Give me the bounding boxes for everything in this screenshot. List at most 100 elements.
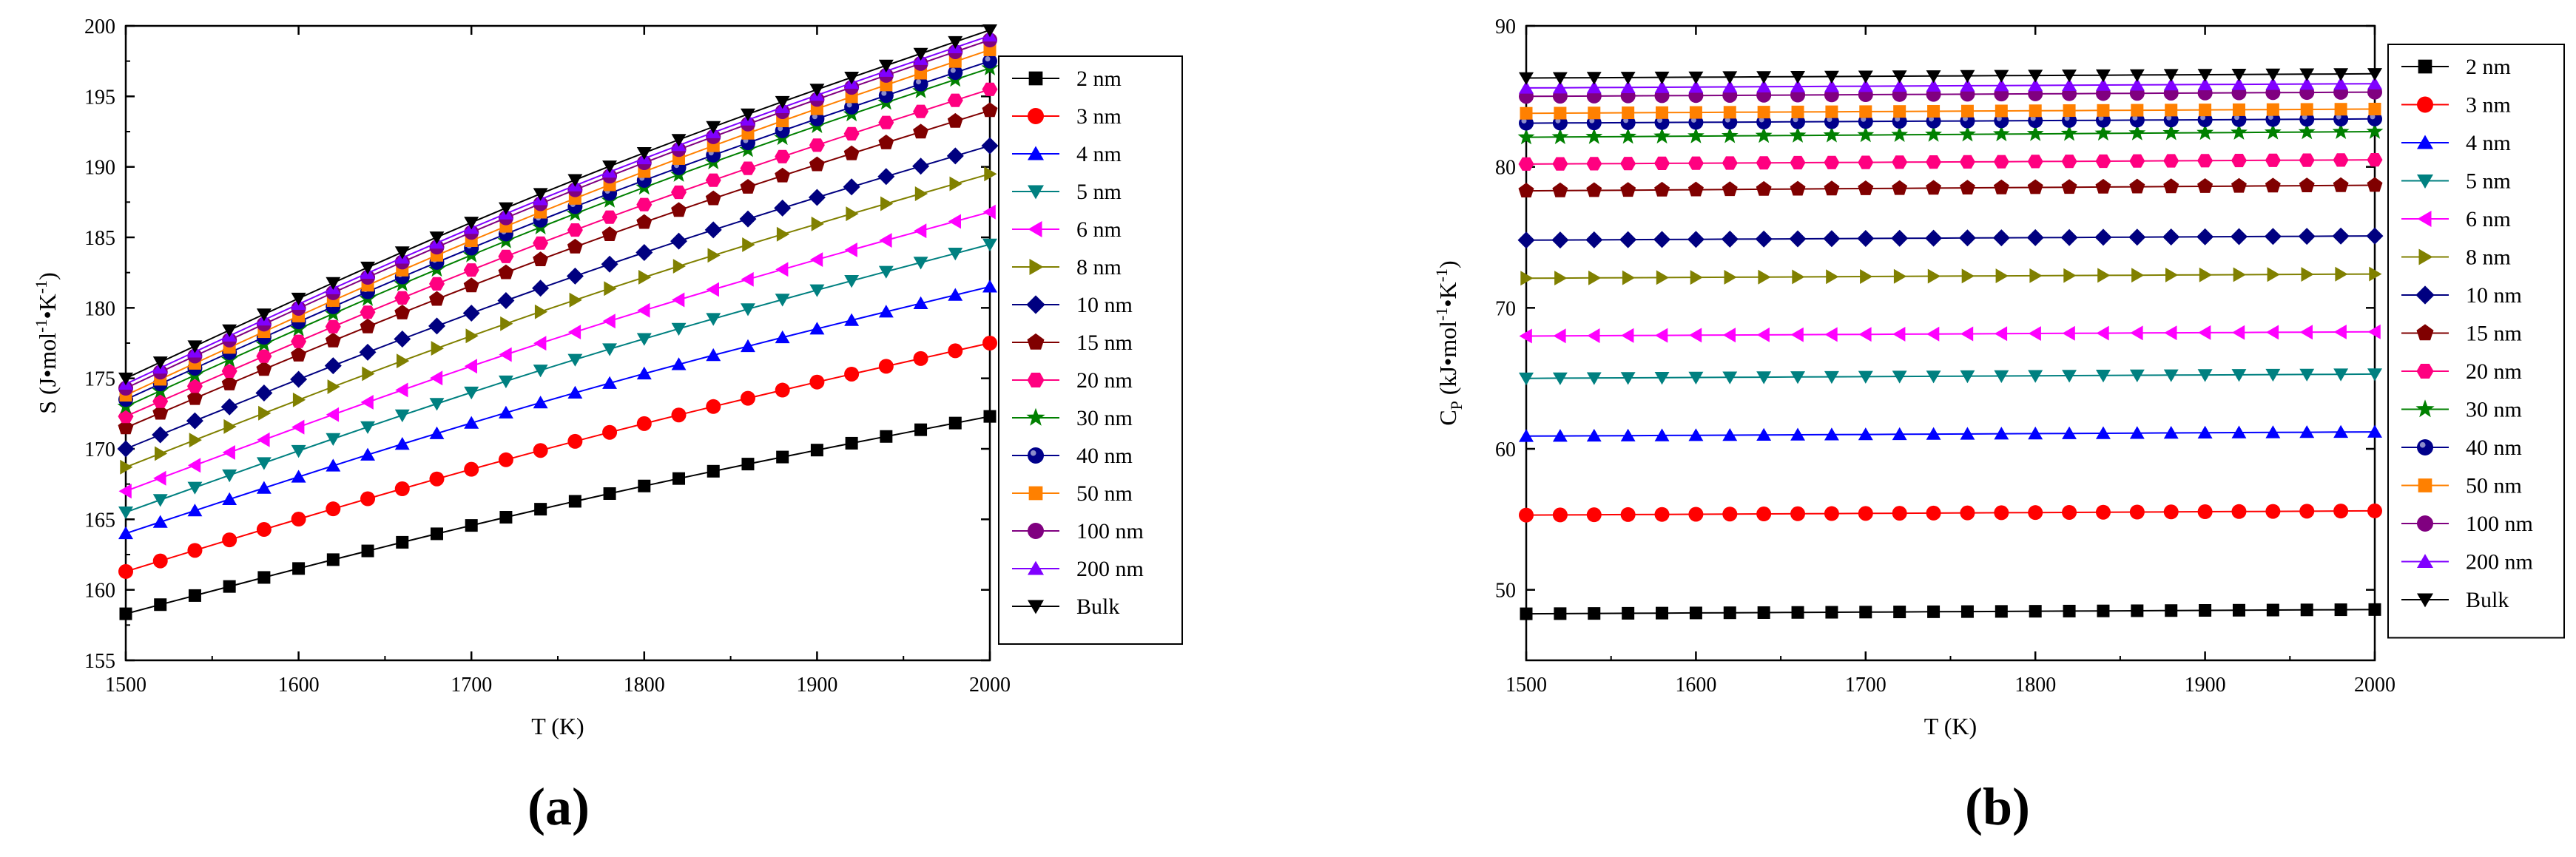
data-point [1823, 230, 1841, 248]
y-tick-label: 160 [84, 580, 115, 603]
data-point [636, 214, 653, 229]
y-tick-label: 185 [84, 227, 115, 250]
data-point [2129, 426, 2145, 439]
data-point [118, 484, 132, 499]
legend-label: 5 nm [1076, 180, 1122, 204]
data-point [1552, 507, 1568, 523]
data-point [2333, 76, 2349, 90]
legend: 2 nm 3 nm 4 nm 5 nm 6 nm 8 nm 10 nm 15 nm 20 nm 3… [998, 55, 1183, 645]
data-point [1552, 429, 1568, 442]
data-point [1653, 127, 1670, 144]
data-point [2131, 104, 2144, 117]
data-point [636, 366, 652, 380]
data-point [1519, 372, 1534, 386]
data-point [1587, 328, 1600, 343]
data-point [1756, 427, 1772, 441]
panel-a-chart: 1500 1600 1700 1800 1900 2000 155 160 165 170 175 1… [32, 16, 1183, 739]
legend-label: 30 nm [1076, 406, 1133, 430]
data-point [1552, 81, 1568, 94]
data-point [878, 59, 894, 73]
data-point [1519, 72, 1534, 85]
data-point [2060, 228, 2078, 246]
data-point [843, 145, 860, 160]
data-point [2029, 268, 2043, 283]
data-point [1958, 229, 1976, 247]
data-point [1553, 328, 1566, 344]
legend-item: 20 nm [2401, 359, 2522, 384]
data-point [809, 156, 825, 172]
data-point [1723, 106, 1736, 119]
data-point [984, 166, 997, 182]
data-point [1926, 70, 1941, 84]
data-point [395, 382, 408, 398]
data-point [152, 404, 169, 420]
data-point [464, 359, 477, 374]
data-point [2299, 425, 2315, 438]
data-point [2062, 426, 2077, 439]
data-point [256, 308, 272, 322]
data-point [1620, 182, 1636, 197]
data-point [431, 341, 444, 356]
data-point [430, 370, 443, 386]
data-point [740, 179, 756, 194]
data-point [1656, 106, 1669, 119]
y-axis-label-part: ) [34, 272, 61, 280]
data-point [638, 270, 652, 285]
y-tick-label: 170 [84, 438, 115, 461]
data-point [1926, 155, 1942, 169]
data-point [1622, 106, 1635, 120]
legend-item: 30 nm [2401, 398, 2522, 422]
data-point [2060, 124, 2078, 141]
data-point [776, 450, 789, 464]
data-point [914, 223, 927, 239]
data-point [256, 349, 272, 363]
data-point [396, 535, 409, 549]
data-point [811, 216, 824, 231]
data-point [2095, 178, 2111, 194]
data-point [601, 226, 618, 241]
y-axis-label-part: C [1434, 410, 1461, 425]
data-point [1992, 229, 2010, 247]
y-tick-label: 155 [84, 650, 115, 673]
data-point [188, 589, 201, 602]
data-point [1960, 104, 1974, 118]
data-point [2163, 426, 2179, 439]
series-3-nm [1519, 503, 2382, 523]
data-point [602, 424, 618, 440]
data-point [291, 334, 307, 348]
data-point [153, 470, 166, 486]
data-point [2129, 504, 2145, 520]
data-point [2128, 124, 2146, 140]
data-point [1656, 606, 1669, 620]
data-point [1960, 605, 1974, 618]
data-point [2299, 504, 2315, 519]
data-point [394, 481, 410, 496]
data-point [2163, 78, 2179, 91]
data-point [1823, 126, 1841, 143]
data-point [2196, 228, 2214, 245]
legend-item: 15 nm [1012, 331, 1133, 355]
data-point [1756, 156, 1772, 170]
data-point [360, 447, 375, 461]
y-tick-label: 175 [84, 368, 115, 391]
data-point [809, 252, 823, 267]
y-tick-label: 195 [84, 86, 115, 109]
data-point [982, 102, 998, 118]
data-point [808, 189, 826, 206]
data-point [118, 372, 133, 386]
data-point [740, 161, 756, 175]
series-5-nm [118, 238, 997, 520]
data-point [1826, 269, 1839, 285]
data-point [878, 305, 894, 318]
legend-marker [1029, 259, 1044, 275]
legend-marker [2418, 248, 2433, 265]
data-point [463, 277, 479, 293]
data-point [429, 426, 445, 439]
legend-label: 200 nm [1076, 557, 1144, 581]
data-point [326, 407, 340, 422]
data-point [2096, 370, 2111, 383]
legend-marker [1028, 486, 1043, 501]
data-point [497, 292, 515, 309]
data-point [2197, 69, 2213, 82]
